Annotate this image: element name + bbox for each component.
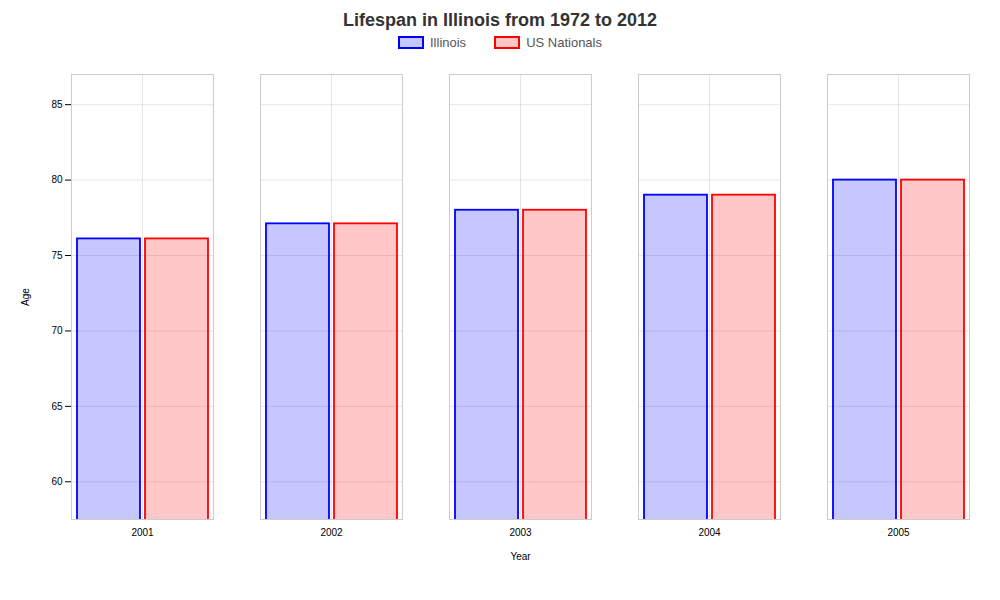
svg-text:Year: Year <box>510 551 531 562</box>
html-text:US Nationals: US Nationals <box>526 35 602 50</box>
svg-text:2002: 2002 <box>320 527 343 538</box>
svg-text:2001: 2001 <box>131 527 154 538</box>
svg-text:70: 70 <box>51 325 63 336</box>
html-text:Lifespan in Illinois from 1972: Lifespan in Illinois from 1972 to 2012 <box>342 10 657 30</box>
svg-text:65: 65 <box>51 401 63 412</box>
svg-text:2005: 2005 <box>887 527 910 538</box>
svg-text:85: 85 <box>51 99 63 110</box>
svg-text:80: 80 <box>51 174 63 185</box>
svg-text:75: 75 <box>51 250 63 261</box>
svg-text:Age: Age <box>20 288 31 306</box>
html-text:Illinois: Illinois <box>430 35 467 50</box>
svg-text:2003: 2003 <box>509 527 532 538</box>
svg-text:60: 60 <box>51 476 63 487</box>
svg-text:2004: 2004 <box>698 527 721 538</box>
